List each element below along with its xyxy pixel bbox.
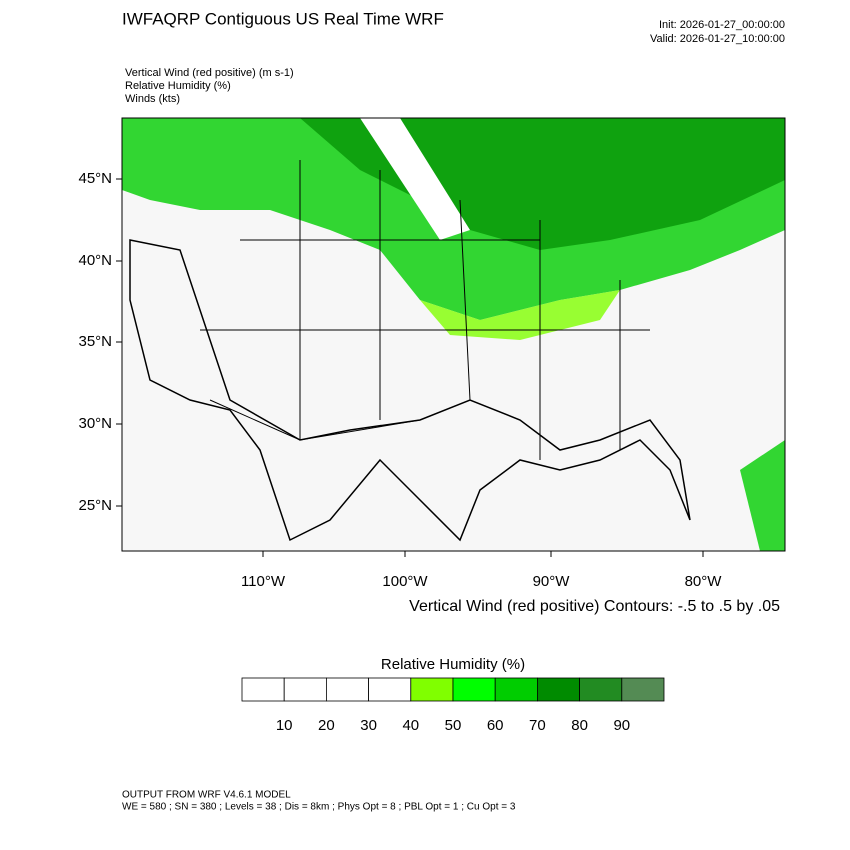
field-label: Relative Humidity (%) bbox=[125, 80, 231, 92]
lon-label: 90°W bbox=[533, 573, 571, 590]
humidity-area bbox=[740, 440, 785, 551]
colorbar-box bbox=[241, 677, 285, 702]
colorbar-box bbox=[621, 677, 665, 702]
contour-caption: Vertical Wind (red positive) Contours: -… bbox=[409, 598, 780, 615]
colorbar-box bbox=[494, 677, 538, 702]
lon-label: 110°W bbox=[241, 573, 286, 590]
colorbar-box bbox=[452, 677, 496, 702]
colorbar-label: 90 bbox=[613, 717, 630, 734]
dry-band bbox=[360, 118, 470, 240]
lat-label: 40°N bbox=[78, 252, 112, 269]
init-time: Init: 2026-01-27_00:00:00 bbox=[659, 19, 785, 31]
field-label: Vertical Wind (red positive) (m s-1) bbox=[125, 67, 294, 79]
colorbar-label: 30 bbox=[360, 717, 377, 734]
footer-line: OUTPUT FROM WRF V4.6.1 MODEL bbox=[122, 790, 291, 801]
lon-label: 80°W bbox=[685, 573, 723, 590]
colorbar-box bbox=[579, 677, 623, 702]
humidity-area bbox=[300, 118, 785, 250]
colorbar-box bbox=[283, 677, 327, 702]
colorbar-box bbox=[537, 677, 581, 702]
colorbar-label: 50 bbox=[445, 717, 462, 734]
colorbar-box bbox=[325, 677, 369, 702]
lat-label: 30°N bbox=[78, 415, 112, 432]
colorbar-label: 70 bbox=[529, 717, 546, 734]
colorbar-box bbox=[368, 677, 412, 702]
map bbox=[121, 117, 786, 552]
lat-label: 35°N bbox=[78, 333, 112, 350]
humidity-area bbox=[420, 290, 620, 340]
valid-time: Valid: 2026-01-27_10:00:00 bbox=[650, 33, 785, 45]
map-frame bbox=[121, 117, 786, 552]
footer-line: WE = 580 ; SN = 380 ; Levels = 38 ; Dis … bbox=[122, 802, 516, 813]
lon-label: 100°W bbox=[382, 573, 428, 590]
borders bbox=[200, 160, 650, 460]
colorbar-label: 80 bbox=[571, 717, 588, 734]
colorbar-box bbox=[410, 677, 454, 702]
colorbar-label: 60 bbox=[487, 717, 504, 734]
colorbar-label: 10 bbox=[276, 717, 293, 734]
colorbar-title: Relative Humidity (%) bbox=[381, 656, 525, 673]
lat-label: 45°N bbox=[78, 170, 112, 187]
title: IWFAQRP Contiguous US Real Time WRF bbox=[122, 9, 444, 28]
field-label: Winds (kts) bbox=[125, 93, 180, 105]
colorbar-label: 20 bbox=[318, 717, 335, 734]
colorbar-label: 40 bbox=[402, 717, 419, 734]
lat-label: 25°N bbox=[78, 497, 112, 514]
